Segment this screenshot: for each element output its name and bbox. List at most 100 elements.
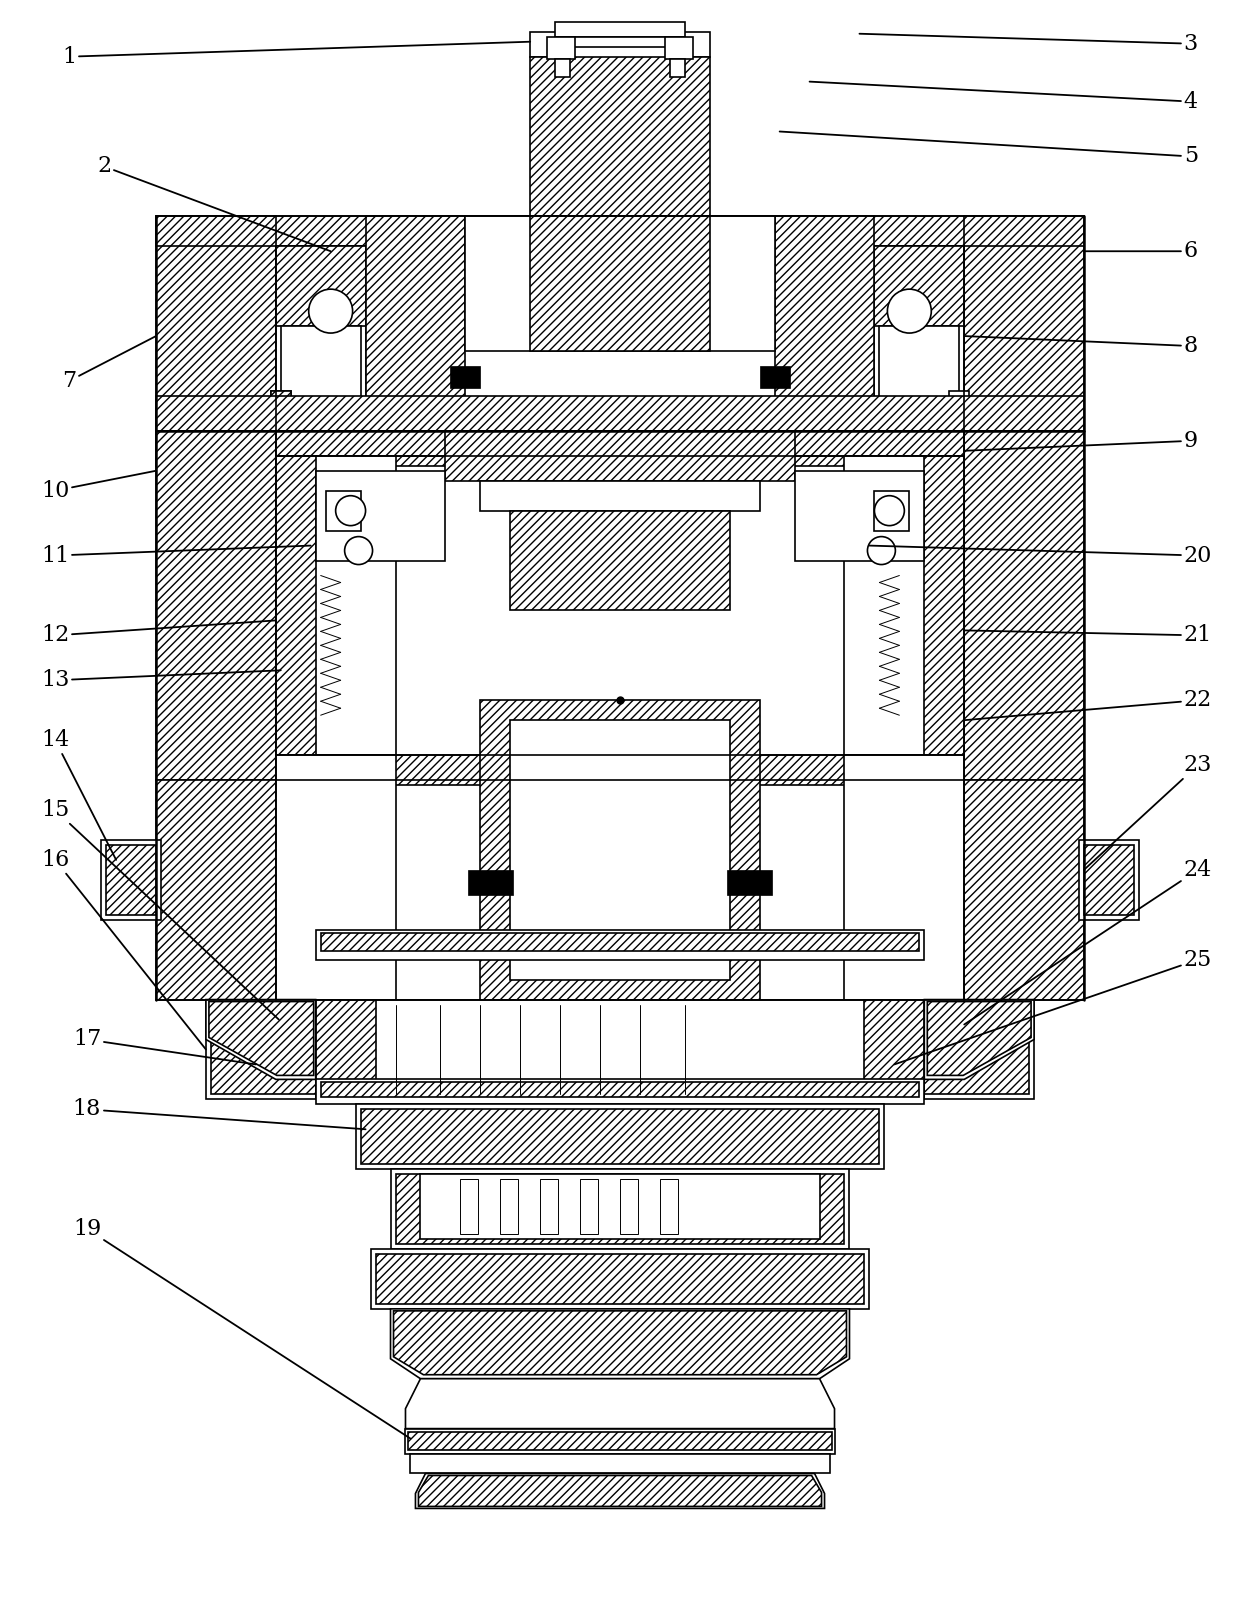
Bar <box>107 845 156 914</box>
Text: 5: 5 <box>780 132 1198 167</box>
Bar <box>156 396 1084 431</box>
Text: 11: 11 <box>41 544 311 567</box>
Text: 10: 10 <box>41 470 156 502</box>
Bar <box>366 216 465 465</box>
Bar <box>156 781 275 1000</box>
Bar <box>531 32 570 56</box>
Bar <box>356 1104 884 1169</box>
Bar <box>410 1454 830 1473</box>
Bar <box>102 840 161 919</box>
Bar <box>965 216 1084 465</box>
Bar <box>795 470 924 560</box>
Bar <box>879 327 960 406</box>
Bar <box>510 720 730 979</box>
Bar <box>275 246 366 411</box>
Text: 2: 2 <box>97 156 331 251</box>
Polygon shape <box>326 491 361 531</box>
Bar <box>480 700 760 1019</box>
Bar <box>469 869 513 895</box>
Circle shape <box>336 496 366 525</box>
Polygon shape <box>405 1378 835 1428</box>
Bar <box>270 391 290 402</box>
Bar <box>275 456 316 755</box>
Bar <box>844 456 965 755</box>
Text: 15: 15 <box>41 799 279 1019</box>
Bar <box>775 216 874 465</box>
Bar <box>275 456 396 755</box>
Bar <box>556 37 684 47</box>
Bar <box>371 1249 869 1309</box>
Polygon shape <box>928 1001 1032 1075</box>
Polygon shape <box>393 1311 847 1375</box>
Bar <box>965 781 1084 1000</box>
Bar <box>316 470 445 560</box>
Bar <box>275 755 965 786</box>
Polygon shape <box>924 1000 1034 1079</box>
Bar <box>396 1174 844 1245</box>
Bar <box>620 1179 637 1233</box>
Text: 14: 14 <box>41 729 117 860</box>
Text: 12: 12 <box>41 620 275 646</box>
Bar <box>874 246 965 327</box>
Polygon shape <box>391 1309 849 1378</box>
Bar <box>556 23 684 37</box>
Bar <box>275 246 366 327</box>
Bar <box>460 1179 479 1233</box>
Bar <box>541 1179 558 1233</box>
Bar <box>316 1000 924 1100</box>
Bar <box>270 391 290 402</box>
Text: 6: 6 <box>1084 240 1198 262</box>
Bar <box>1084 845 1133 914</box>
Polygon shape <box>206 1000 316 1079</box>
Bar <box>450 365 480 388</box>
Bar <box>547 37 575 58</box>
Bar <box>445 431 795 481</box>
Bar <box>156 216 275 465</box>
Bar <box>760 365 790 388</box>
Text: 3: 3 <box>859 32 1198 55</box>
Bar <box>376 1254 864 1304</box>
Polygon shape <box>418 1475 822 1507</box>
Polygon shape <box>874 491 909 531</box>
Bar <box>874 246 965 411</box>
Bar <box>950 391 970 402</box>
Bar <box>420 1174 820 1240</box>
Bar <box>556 58 570 77</box>
Bar <box>361 1109 879 1164</box>
Circle shape <box>345 536 372 565</box>
Circle shape <box>868 536 895 565</box>
Bar <box>480 481 760 510</box>
Text: 13: 13 <box>41 670 280 691</box>
Bar <box>531 216 709 351</box>
Bar <box>156 216 1084 246</box>
Text: 22: 22 <box>965 689 1211 720</box>
Text: 19: 19 <box>73 1219 410 1439</box>
Bar <box>405 1428 835 1454</box>
Circle shape <box>309 290 352 333</box>
Text: 17: 17 <box>73 1029 255 1064</box>
Polygon shape <box>415 1473 825 1509</box>
Text: 24: 24 <box>965 858 1211 1024</box>
Polygon shape <box>208 1001 314 1075</box>
Bar <box>965 431 1084 781</box>
Text: 7: 7 <box>62 336 156 391</box>
Bar <box>670 32 709 56</box>
Bar <box>531 56 709 216</box>
Text: 23: 23 <box>1084 753 1213 869</box>
Text: 4: 4 <box>810 82 1198 113</box>
Bar <box>391 1169 849 1249</box>
Text: 8: 8 <box>965 335 1198 357</box>
Text: 1: 1 <box>62 42 531 68</box>
Bar <box>1079 840 1138 919</box>
Text: 25: 25 <box>894 948 1211 1064</box>
Bar <box>275 431 965 456</box>
Bar <box>580 1179 598 1233</box>
Bar <box>665 37 693 58</box>
Circle shape <box>874 496 904 525</box>
Bar <box>670 58 684 77</box>
Bar <box>727 869 771 895</box>
Bar <box>316 1000 376 1100</box>
Bar <box>211 1005 1029 1095</box>
Bar <box>156 431 275 781</box>
Text: 16: 16 <box>41 848 206 1050</box>
